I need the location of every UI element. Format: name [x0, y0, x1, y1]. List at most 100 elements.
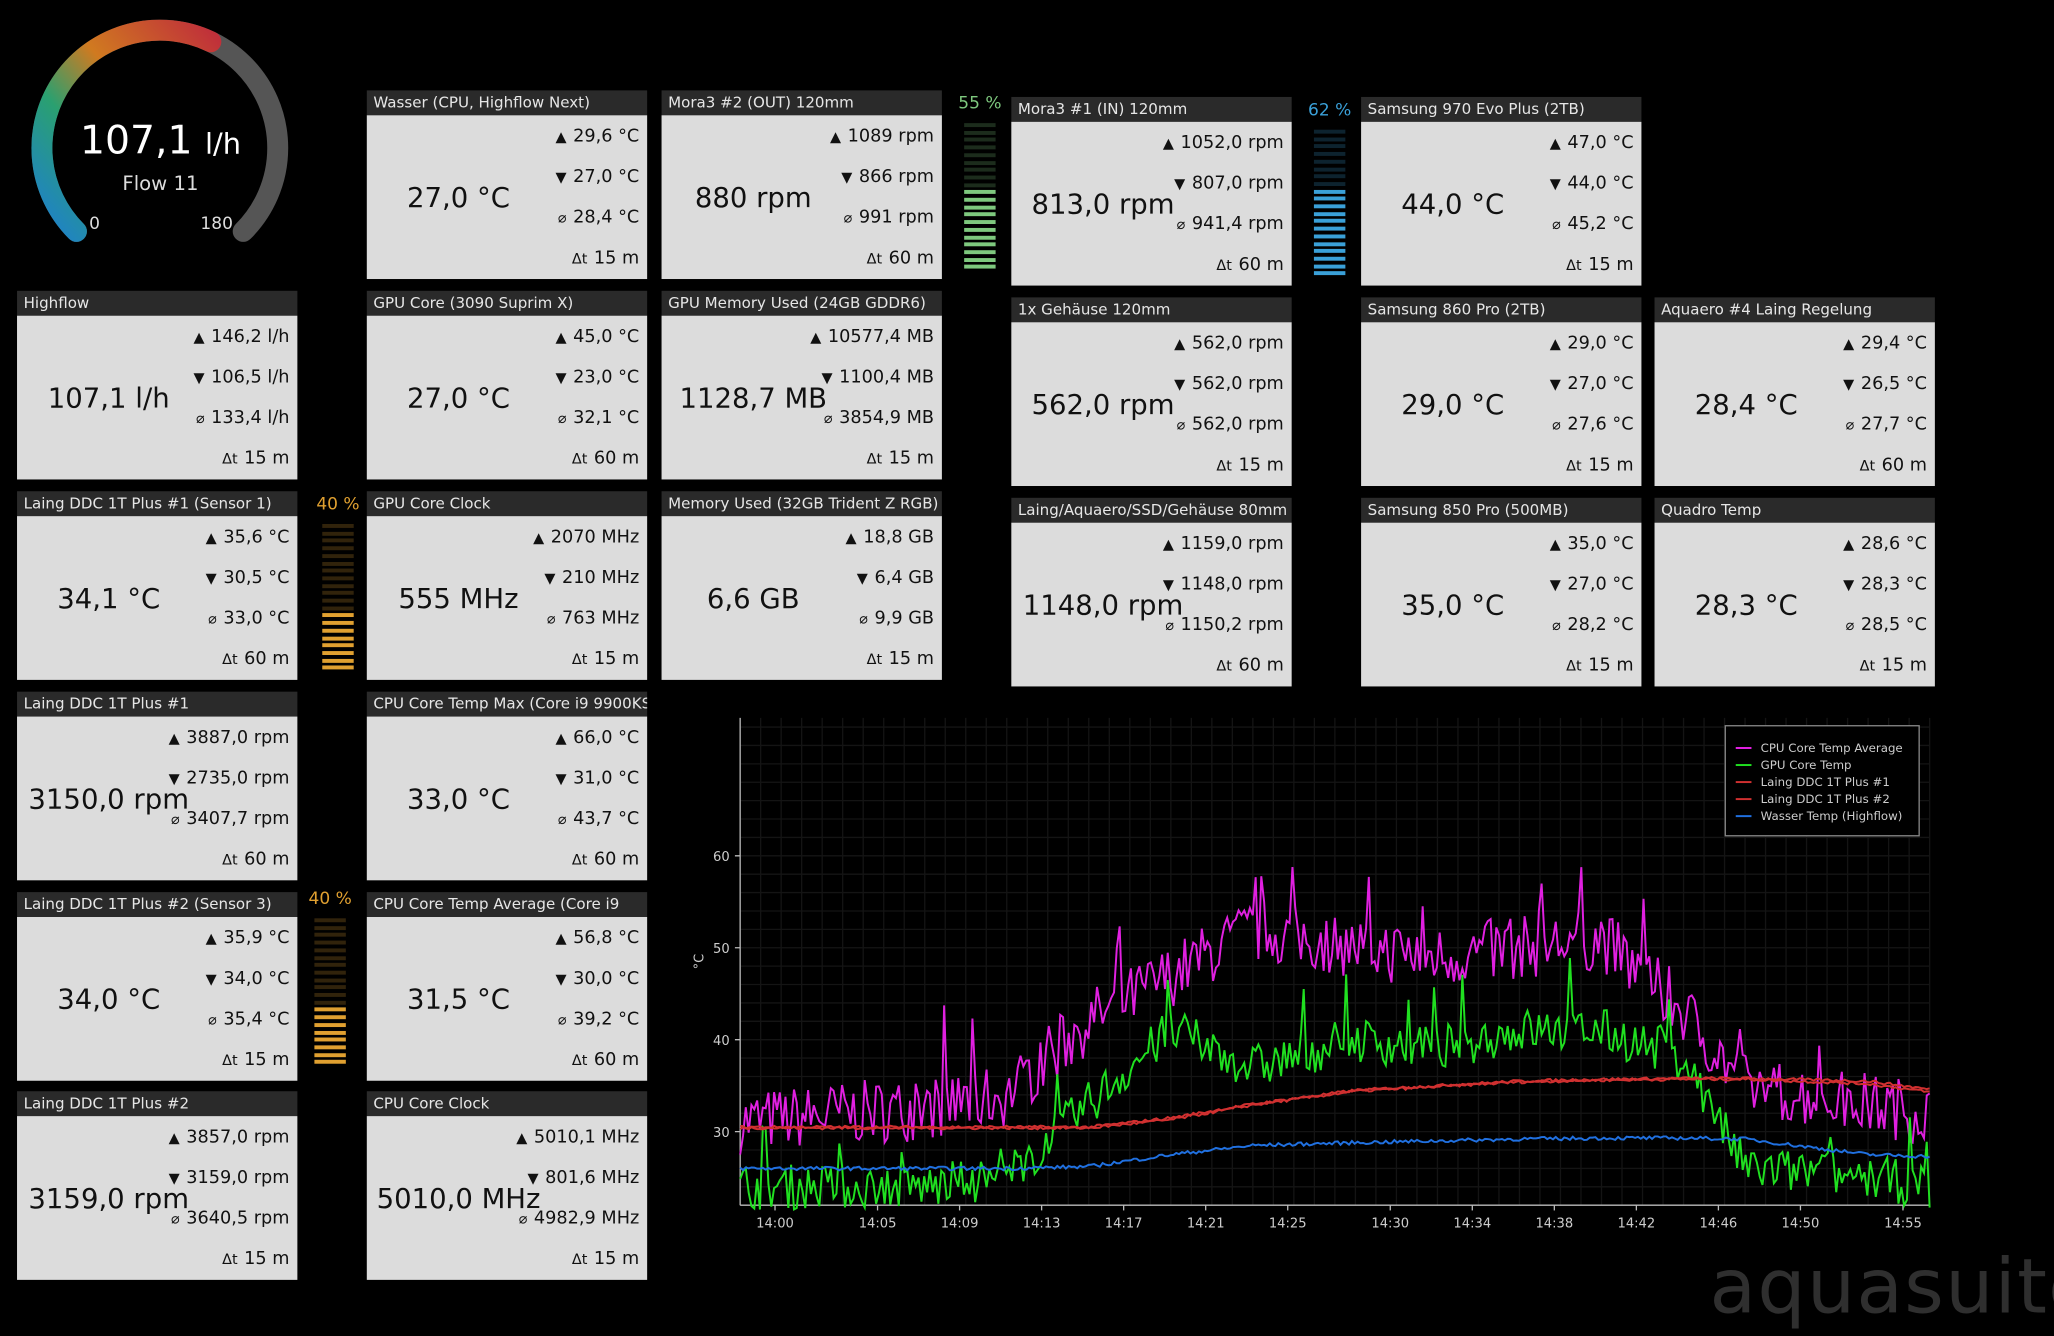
level-bar-segment [314, 1052, 346, 1057]
tile-title: GPU Core Clock [366, 491, 648, 517]
chart-series [739, 867, 1931, 1212]
sensor-tile[interactable]: Laing DDC 1T Plus #2 3159,0 rpm ▲ 3857,0 … [17, 1091, 298, 1280]
tile-current-value: 29,0 °C [1401, 388, 1505, 420]
tile-min-value: 3159,0 rpm [186, 1167, 290, 1189]
series-line [739, 1135, 1931, 1172]
sensor-tile[interactable]: Memory Used (32GB Trident Z RGB) 6,6 GB … [661, 491, 942, 680]
tile-body: 34,1 °C ▲ 35,6 °C ▼ 30,5 °C ⌀ 33,0 °C Δt 60 … [17, 516, 298, 680]
sensor-tile[interactable]: CPU Core Temp Average (Core i9 31,5 °C ▲… [366, 892, 648, 1081]
level-bar-segment [314, 1022, 346, 1027]
sensor-tile[interactable]: 1x Gehäuse 120mm 562,0 rpm ▲ 562,0 rpm ▼ 5… [1011, 297, 1292, 487]
sensor-tile[interactable]: Mora3 #2 (OUT) 120mm 880 rpm ▲ 1089 rpm ▼… [661, 90, 942, 280]
aquasuite-logo: aquasuite [1709, 1241, 2054, 1331]
level-bar-segment [1313, 129, 1346, 134]
sensor-tile[interactable]: Laing/Aquaero/SSD/Gehäuse 80mm 1148,0 rp… [1011, 497, 1292, 687]
tile-title: Highflow [17, 290, 298, 316]
tile-avg-row: ⌀ 3640,5 rpm [171, 1208, 289, 1229]
tile-avg-row: ⌀ 32,1 °C [558, 407, 639, 428]
level-bar-segment [314, 970, 346, 975]
tile-avg-row: ⌀ 562,0 rpm [1177, 414, 1284, 435]
tile-max-value: 1052,0 rpm [1180, 132, 1284, 154]
tile-stats: ▲ 29,0 °C ▼ 27,0 °C ⌀ 27,6 °C Δt 15 m [1489, 322, 1634, 486]
series-line [739, 957, 1931, 1212]
level-bar: 62 % [1308, 101, 1351, 284]
tile-avg-value: 27,6 °C [1567, 413, 1634, 435]
tile-avg-value: 9,9 GB [874, 607, 935, 629]
delta-time-icon: Δt [1566, 456, 1582, 474]
sensor-tile[interactable]: Aquaero #4 Laing Regelung 28,4 °C ▲ 29,4 … [1654, 297, 1935, 487]
tile-period-value: 60 m [593, 1049, 640, 1071]
tile-min-value: 2735,0 rpm [186, 767, 290, 789]
average-icon: ⌀ [859, 609, 868, 627]
average-icon: ⌀ [1845, 415, 1855, 433]
tile-stats: ▲ 47,0 °C ▼ 44,0 °C ⌀ 45,2 °C Δt 15 m [1489, 122, 1634, 286]
level-bar-segment [322, 598, 354, 603]
tile-min-row: ▼ 23,0 °C [555, 367, 639, 388]
level-bar-segment [1313, 219, 1346, 224]
tile-stats: ▲ 28,6 °C ▼ 28,3 °C ⌀ 28,5 °C Δt 15 m [1783, 523, 1927, 687]
min-arrow-icon: ▼ [1174, 375, 1186, 393]
tile-period-row: Δt 15 m [1566, 655, 1633, 676]
tile-current-value: 5010,0 MHz [376, 1182, 541, 1214]
level-bar-segment [1313, 271, 1346, 276]
sensor-tile[interactable]: GPU Core (3090 Suprim X) 27,0 °C ▲ 45,0 °… [366, 290, 648, 480]
tile-avg-value: 991 rpm [858, 206, 935, 228]
tile-period-row: Δt 60 m [1860, 455, 1927, 476]
tile-body: 28,3 °C ▲ 28,6 °C ▼ 28,3 °C ⌀ 28,5 °C Δt 15 … [1654, 522, 1935, 687]
sensor-tile[interactable]: CPU Core Clock 5010,0 MHz ▲ 5010,1 MHz ▼ 8… [366, 1091, 648, 1280]
tile-max-value: 3857,0 rpm [186, 1126, 290, 1148]
tile-stats: ▲ 3857,0 rpm ▼ 3159,0 rpm ⌀ 3640,5 rpm Δt 15… [145, 1116, 290, 1280]
average-icon: ⌀ [171, 1209, 180, 1227]
level-bar-segment [314, 948, 346, 953]
x-tick-label: 14:34 [1453, 1216, 1491, 1231]
min-arrow-icon: ▼ [205, 569, 217, 587]
level-bar-segment [964, 212, 996, 217]
sensor-tile[interactable]: Mora3 #1 (IN) 120mm 813,0 rpm ▲ 1052,0 rp… [1011, 96, 1292, 286]
tile-min-value: 31,0 °C [573, 767, 640, 789]
tile-max-value: 35,0 °C [1567, 533, 1634, 555]
tile-max-value: 3887,0 rpm [186, 727, 290, 749]
tile-stats: ▲ 146,2 l/h ▼ 106,5 l/h ⌀ 133,4 l/h Δt 15 m [145, 316, 290, 480]
level-bar-segment [322, 576, 354, 581]
tile-period-value: 60 m [1238, 254, 1284, 276]
tile-max-row: ▲ 5010,1 MHz [516, 1127, 639, 1148]
tile-title: Laing/Aquaero/SSD/Gehäuse 80mm [1011, 497, 1292, 523]
sensor-tile[interactable]: Samsung 850 Pro (500MB) 35,0 °C ▲ 35,0 °C… [1361, 497, 1642, 687]
average-icon: ⌀ [557, 810, 567, 828]
min-arrow-icon: ▼ [555, 368, 567, 386]
level-bar-segment [1313, 167, 1346, 171]
level-bar-segment [964, 235, 996, 240]
tile-min-row: ▼ 27,0 °C [555, 166, 639, 187]
tile-max-row: ▲ 29,6 °C [555, 126, 639, 147]
delta-time-icon: Δt [222, 449, 238, 468]
sensor-tile[interactable]: CPU Core Temp Max (Core i9 9900KS) 33,0 … [366, 691, 648, 881]
tile-avg-value: 3640,5 rpm [186, 1207, 290, 1229]
sensor-tile[interactable]: Laing DDC 1T Plus #1 (Sensor 1) 34,1 °C … [17, 491, 298, 680]
level-bar-segment [1313, 137, 1346, 142]
sensor-tile[interactable]: Wasser (CPU, Highflow Next) 27,0 °C ▲ 29,… [366, 90, 648, 280]
sensor-tile[interactable]: GPU Memory Used (24GB GDDR6) 1128,7 MB ▲… [661, 290, 942, 480]
level-bar-segment [1313, 249, 1346, 254]
tile-stats: ▲ 35,6 °C ▼ 30,5 °C ⌀ 33,0 °C Δt 60 m [145, 516, 290, 680]
sensor-tile[interactable]: Samsung 970 Evo Plus (2TB) 44,0 °C ▲ 47,0… [1361, 96, 1642, 286]
tile-avg-row: ⌀ 3854,9 MB [824, 407, 934, 428]
sensor-tile[interactable]: Laing DDC 1T Plus #2 (Sensor 3) 34,0 °C … [17, 892, 298, 1081]
sensor-tile[interactable]: Quadro Temp 28,3 °C ▲ 28,6 °C ▼ 28,3 °C ⌀ 2… [1654, 497, 1935, 687]
tile-max-row: ▲ 3887,0 rpm [169, 727, 290, 748]
sensor-tile[interactable]: GPU Core Clock 555 MHz ▲ 2070 MHz ▼ 210 MH… [366, 491, 648, 680]
min-arrow-icon: ▼ [841, 168, 853, 186]
sensor-tile[interactable]: Highflow 107,1 l/h ▲ 146,2 l/h ▼ 106,5 l/h… [17, 290, 298, 480]
tile-max-value: 29,0 °C [1567, 332, 1634, 354]
tile-avg-value: 133,4 l/h [211, 407, 290, 429]
tile-min-row: ▼ 106,5 l/h [194, 367, 290, 388]
level-bar-segment [314, 1060, 346, 1065]
tile-min-value: 34,0 °C [223, 968, 290, 990]
max-arrow-icon: ▲ [1843, 535, 1855, 553]
sensor-tile[interactable]: Samsung 860 Pro (2TB) 29,0 °C ▲ 29,0 °C ▼… [1361, 297, 1642, 487]
min-arrow-icon: ▼ [205, 970, 217, 988]
sensor-tile[interactable]: Laing DDC 1T Plus #1 3150,0 rpm ▲ 3887,0 … [17, 691, 298, 881]
level-bar-segment [964, 220, 996, 225]
tile-period-row: Δt 15 m [572, 248, 639, 269]
tile-period-value: 15 m [244, 448, 290, 469]
tile-max-row: ▲ 35,6 °C [206, 527, 290, 548]
